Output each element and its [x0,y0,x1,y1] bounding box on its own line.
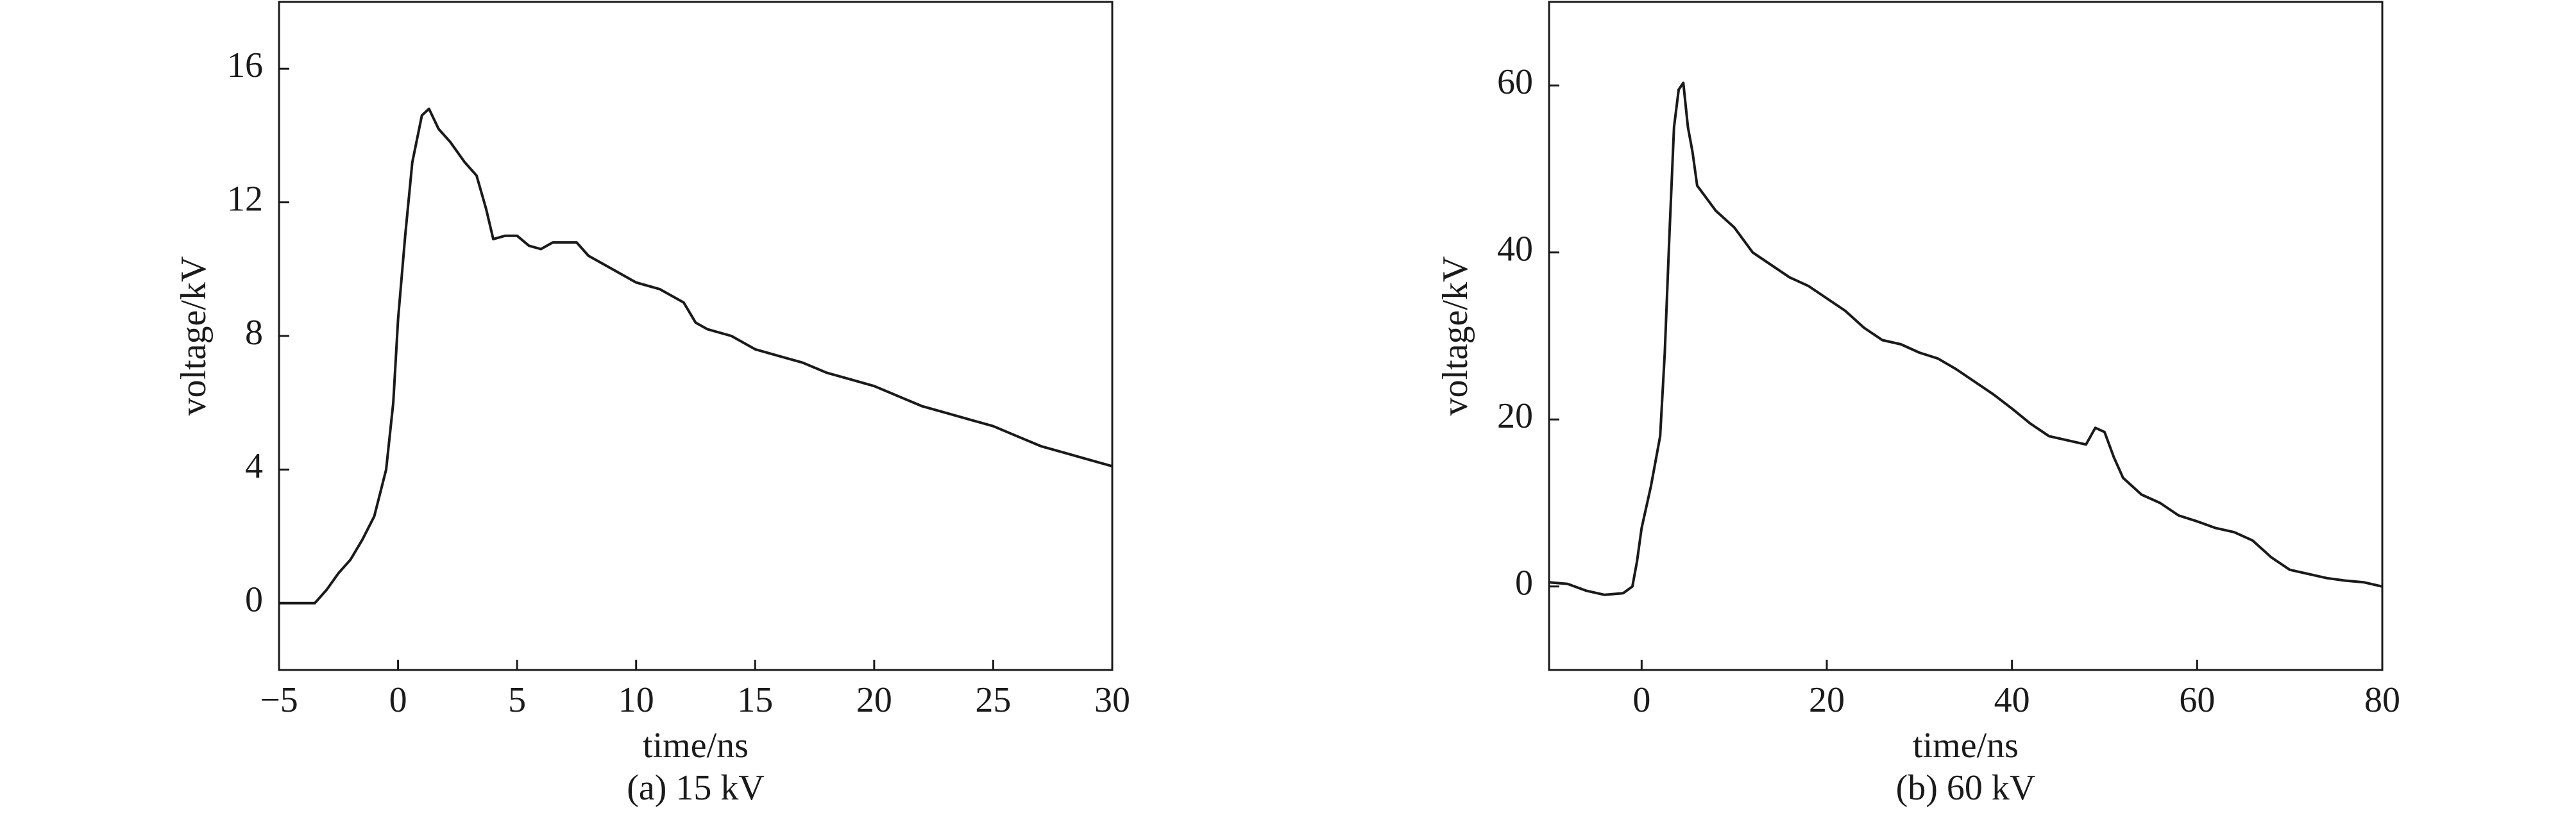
x-tick-label: 80 [2364,680,2400,720]
y-tick-label: 60 [1497,62,1533,102]
x-tick-label: 40 [1994,680,2030,720]
x-tick-label: 25 [975,680,1011,720]
x-tick-label: 20 [856,680,892,720]
y-tick-label: 20 [1497,396,1533,436]
x-tick-label: 0 [389,680,407,720]
y-tick-label: 12 [227,179,263,219]
y-axis-label: voltage/kV [174,256,214,416]
x-tick-label: 20 [1809,680,1845,720]
y-axis-label: voltage/kV [1436,256,1475,416]
x-axis-label: time/ns [1913,726,2019,766]
data-line [1548,81,2383,596]
y-tick-label: 0 [245,580,263,620]
data-line [279,107,1113,605]
y-tick-label: 16 [227,46,263,85]
x-tick-label: 0 [1632,680,1650,720]
plot-frame [1548,1,2384,671]
y-tick-label: 0 [1515,564,1533,603]
x-tick-label: 10 [618,680,654,720]
x-tick-label: 5 [508,680,526,720]
x-tick-label: 30 [1094,680,1130,720]
x-axis-label: time/ns [643,726,749,766]
plot-frame [278,1,1114,671]
x-tick-label: 15 [737,680,773,720]
caption: (a) 15 kV [627,768,765,808]
y-tick-label: 8 [245,313,263,353]
y-tick-label: 4 [245,446,263,486]
y-tick-label: 40 [1497,230,1533,269]
caption: (b) 60 kV [1896,768,2036,808]
x-tick-label: −5 [260,680,298,720]
x-tick-label: 60 [2179,680,2215,720]
